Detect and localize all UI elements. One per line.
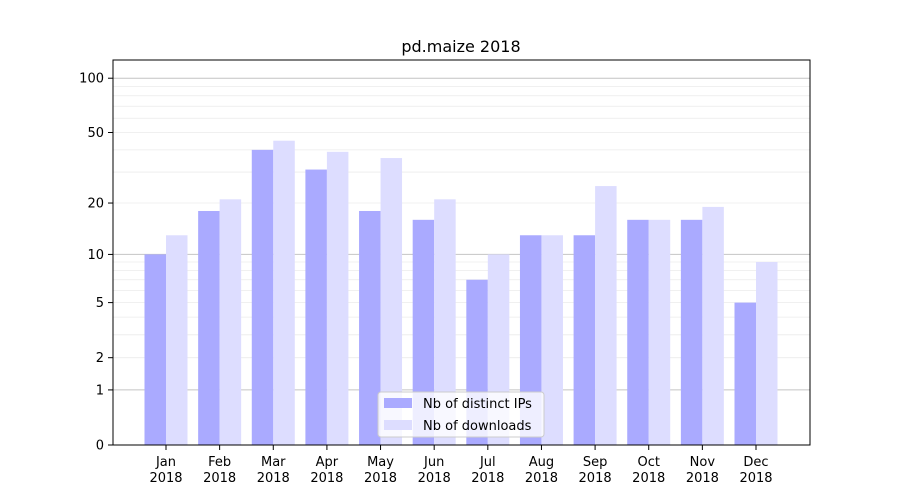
x-tick-label: Jun 2018 [418, 455, 451, 486]
bar-downloads [434, 199, 456, 445]
y-tick-label: 0 [96, 439, 104, 454]
y-tick-label: 100 [79, 72, 104, 87]
plot-frame [112, 59, 811, 446]
legend-swatch-downloads [384, 420, 412, 430]
x-tick-label: Jul 2018 [471, 455, 504, 486]
x-tick-label: May 2018 [364, 455, 397, 486]
bar-ips [734, 302, 756, 445]
bar-ips [573, 235, 596, 445]
bar-downloads [166, 235, 188, 445]
bar-ips [198, 210, 220, 445]
legend-label-ips: Nb of distinct IPs [423, 397, 532, 412]
bar-downloads [326, 151, 349, 445]
bar-downloads [702, 206, 724, 445]
chart-title: pd.maize 2018 [401, 37, 520, 56]
bar-ips [359, 210, 381, 445]
y-tick-label: 50 [87, 126, 104, 141]
bar-ips [680, 219, 703, 445]
x-tick-label: Sep 2018 [579, 455, 612, 486]
bar-downloads [648, 219, 671, 445]
bar-ips [251, 149, 274, 446]
bar-ips [412, 219, 435, 445]
bar-downloads [541, 235, 563, 445]
bar-downloads [756, 262, 778, 445]
y-tick-label: 20 [87, 197, 104, 212]
x-tick-label: Aug 2018 [525, 455, 558, 486]
x-tick-label: Dec 2018 [739, 455, 772, 486]
bar-downloads [595, 186, 617, 445]
bar-ips [627, 219, 649, 445]
bar-ips [305, 169, 327, 445]
bar-downloads [273, 140, 295, 445]
legend-label-downloads: Nb of downloads [423, 419, 532, 434]
legend-swatch-ips [384, 398, 412, 408]
x-tick-label: Oct 2018 [632, 455, 665, 486]
legend: Nb of distinct IPs Nb of downloads [377, 391, 545, 438]
y-tick-label: 10 [87, 248, 104, 263]
bar-downloads [380, 158, 403, 445]
x-tick-label: Jan 2018 [149, 455, 182, 486]
x-tick-label: Nov 2018 [686, 455, 719, 486]
x-tick-label: Apr 2018 [310, 455, 343, 486]
y-tick-label: 2 [96, 351, 104, 366]
legend-box [377, 391, 545, 438]
bar-ips [144, 254, 166, 445]
x-tick-label: Mar 2018 [257, 455, 290, 486]
y-tick-label: 1 [96, 383, 104, 398]
bar-downloads [219, 199, 242, 445]
x-tick-label: Feb 2018 [203, 455, 236, 486]
y-tick-label: 5 [96, 296, 104, 311]
